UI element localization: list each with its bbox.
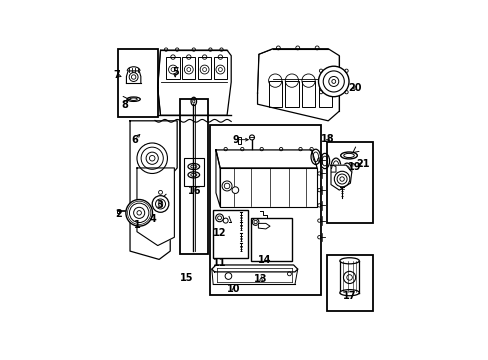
Bar xyxy=(198,57,211,79)
Circle shape xyxy=(222,181,232,191)
Ellipse shape xyxy=(339,258,359,264)
Bar xyxy=(301,81,315,107)
Polygon shape xyxy=(216,150,220,207)
Circle shape xyxy=(252,219,259,225)
Text: 18: 18 xyxy=(320,134,334,144)
Text: 10: 10 xyxy=(226,284,240,294)
Text: 8: 8 xyxy=(122,100,128,110)
Bar xyxy=(117,210,119,213)
Ellipse shape xyxy=(339,290,359,296)
Text: 3: 3 xyxy=(156,199,163,210)
Bar xyxy=(326,255,372,311)
Bar xyxy=(326,141,372,223)
Text: 20: 20 xyxy=(348,83,362,93)
Text: 12: 12 xyxy=(212,228,226,238)
Bar xyxy=(250,218,292,261)
Text: 16: 16 xyxy=(188,186,202,196)
Text: 17: 17 xyxy=(343,291,356,301)
Polygon shape xyxy=(158,50,231,115)
Circle shape xyxy=(318,66,348,97)
Circle shape xyxy=(334,171,349,187)
Text: 4: 4 xyxy=(149,214,156,224)
Bar xyxy=(117,49,158,117)
Circle shape xyxy=(137,143,167,174)
Circle shape xyxy=(232,187,238,193)
Polygon shape xyxy=(330,165,351,190)
Circle shape xyxy=(152,196,168,212)
Polygon shape xyxy=(130,121,177,260)
Text: 7: 7 xyxy=(113,70,120,80)
Bar xyxy=(318,81,331,107)
Bar xyxy=(268,81,282,107)
Text: 15: 15 xyxy=(180,273,193,283)
Polygon shape xyxy=(137,168,174,246)
Text: 5: 5 xyxy=(171,67,178,77)
Text: 21: 21 xyxy=(355,159,369,169)
Bar xyxy=(182,57,195,79)
Text: 6: 6 xyxy=(131,135,138,145)
Text: 13: 13 xyxy=(254,274,267,284)
Polygon shape xyxy=(257,49,339,121)
Circle shape xyxy=(125,199,152,226)
Circle shape xyxy=(223,218,228,223)
Text: 1: 1 xyxy=(134,220,141,230)
Polygon shape xyxy=(216,150,317,168)
Text: 11: 11 xyxy=(213,258,226,268)
Polygon shape xyxy=(220,168,317,207)
Bar xyxy=(213,210,247,258)
Bar xyxy=(285,81,298,107)
Text: 2: 2 xyxy=(115,209,122,219)
Bar xyxy=(183,158,204,186)
Polygon shape xyxy=(211,265,297,272)
Bar xyxy=(213,57,226,79)
Bar xyxy=(238,138,240,144)
Text: 14: 14 xyxy=(258,255,271,265)
Circle shape xyxy=(215,214,223,222)
Bar xyxy=(166,57,179,79)
Text: 9: 9 xyxy=(232,135,239,145)
Polygon shape xyxy=(258,223,269,229)
Bar xyxy=(210,125,321,296)
Bar xyxy=(180,99,207,254)
Text: 19: 19 xyxy=(347,162,361,172)
